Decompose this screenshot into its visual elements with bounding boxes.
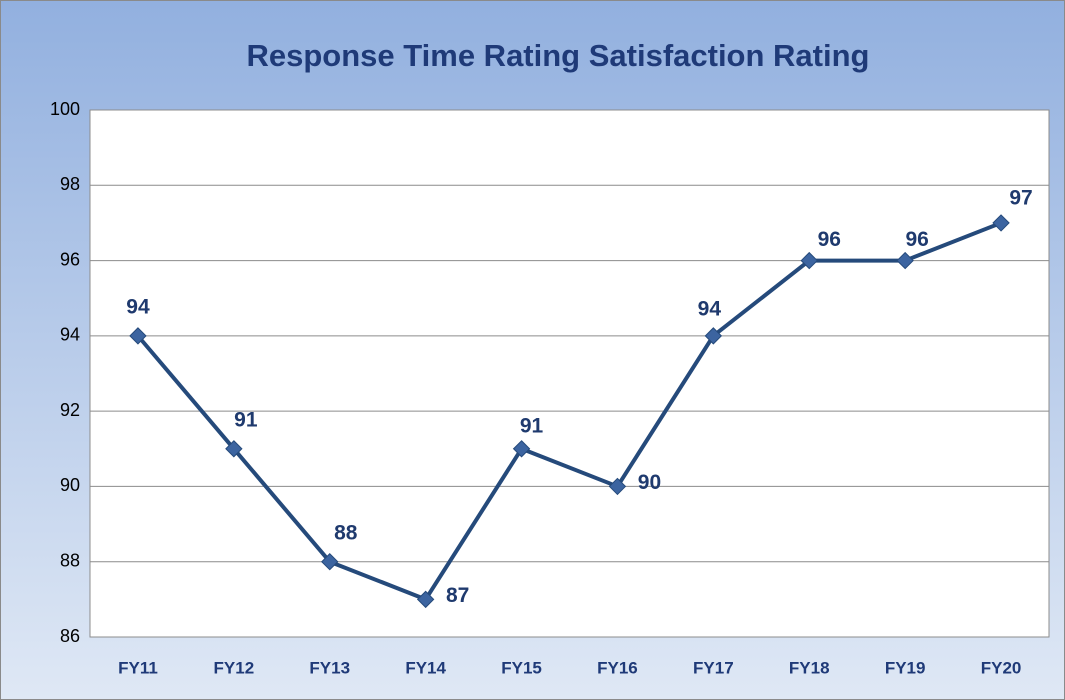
data-label: 96 bbox=[818, 228, 841, 251]
y-tick-label: 86 bbox=[60, 626, 80, 646]
data-label: 87 bbox=[446, 584, 469, 607]
data-label: 94 bbox=[126, 295, 150, 318]
data-label: 97 bbox=[1009, 186, 1032, 209]
marker bbox=[129, 327, 147, 345]
y-tick-label: 90 bbox=[60, 475, 80, 495]
x-tick-label: FY13 bbox=[309, 658, 350, 677]
marker bbox=[512, 440, 531, 458]
x-tick-label: FY18 bbox=[789, 658, 830, 677]
y-tick-label: 98 bbox=[60, 174, 80, 194]
data-label: 90 bbox=[638, 471, 661, 494]
x-tick-label: FY14 bbox=[405, 658, 446, 677]
marker bbox=[321, 553, 339, 571]
data-label: 88 bbox=[334, 521, 358, 544]
marker bbox=[704, 327, 723, 345]
data-label: 91 bbox=[234, 408, 258, 431]
x-tick-label: FY11 bbox=[118, 658, 158, 677]
y-tick-label: 96 bbox=[60, 249, 80, 269]
marker bbox=[608, 477, 627, 496]
marker bbox=[992, 214, 1010, 232]
chart-title: Response Time Rating Satisfaction Rating bbox=[247, 38, 870, 73]
data-label: 91 bbox=[520, 414, 544, 437]
data-label: 94 bbox=[698, 297, 722, 320]
x-tick-label: FY17 bbox=[693, 658, 734, 677]
x-tick-label: FY15 bbox=[501, 658, 542, 677]
y-tick-label: 88 bbox=[60, 550, 80, 570]
marker bbox=[416, 590, 435, 609]
y-tick-label: 92 bbox=[60, 400, 80, 420]
x-tick-label: FY16 bbox=[597, 658, 638, 677]
marker bbox=[800, 251, 818, 270]
y-tick-label: 100 bbox=[50, 99, 80, 119]
x-tick-label: FY20 bbox=[981, 658, 1022, 677]
x-tick-label: FY19 bbox=[885, 658, 926, 677]
plot-area bbox=[89, 109, 1050, 638]
marker bbox=[896, 251, 914, 270]
data-label: 96 bbox=[905, 228, 928, 251]
y-tick-label: 94 bbox=[60, 325, 80, 345]
x-tick-label: FY12 bbox=[214, 658, 255, 677]
marker bbox=[225, 440, 243, 458]
line bbox=[136, 221, 1002, 602]
